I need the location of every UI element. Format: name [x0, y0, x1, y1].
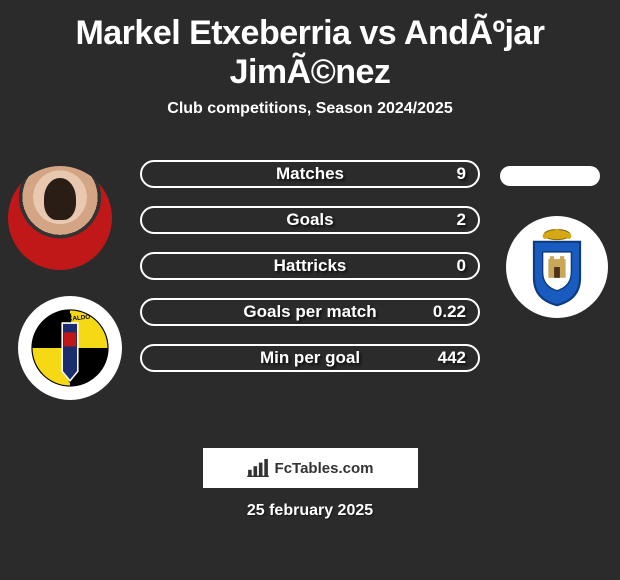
stat-value: 9: [457, 164, 466, 184]
stats-area: BARAKALDO Matches 9 Goals 2 Hattricks 0: [0, 138, 620, 438]
stat-value: 0: [457, 256, 466, 276]
club-crest-right: [506, 216, 608, 318]
stat-value: 2: [457, 210, 466, 230]
brand-footer: FcTables.com: [203, 448, 418, 488]
stat-row-hattricks: Hattricks 0: [140, 252, 480, 280]
stat-label: Goals per match: [243, 302, 376, 322]
stat-label: Goals: [286, 210, 333, 230]
bar-chart-icon: [247, 459, 269, 477]
player-photo-right-placeholder: [500, 166, 600, 186]
stat-label: Matches: [276, 164, 344, 184]
page-title: Markel Etxeberria vs AndÃºjar JimÃ©nez: [0, 0, 620, 96]
stat-bars: Matches 9 Goals 2 Hattricks 0 Goals per …: [140, 160, 480, 372]
stat-value: 442: [438, 348, 466, 368]
stat-label: Min per goal: [260, 348, 360, 368]
stat-label: Hattricks: [274, 256, 347, 276]
stat-row-matches: Matches 9: [140, 160, 480, 188]
player-photo-left: [8, 166, 112, 270]
stat-row-goals: Goals 2: [140, 206, 480, 234]
page-subtitle: Club competitions, Season 2024/2025: [0, 96, 620, 128]
stat-value: 0.22: [433, 302, 466, 322]
brand-label: FcTables.com: [275, 460, 374, 477]
club-crest-left: BARAKALDO: [18, 296, 122, 400]
ponferradina-crest-icon: [521, 226, 593, 308]
barakaldo-crest-icon: BARAKALDO: [31, 309, 109, 387]
stat-row-goals-per-match: Goals per match 0.22: [140, 298, 480, 326]
footer-date: 25 february 2025: [0, 502, 620, 520]
stat-row-min-per-goal: Min per goal 442: [140, 344, 480, 372]
